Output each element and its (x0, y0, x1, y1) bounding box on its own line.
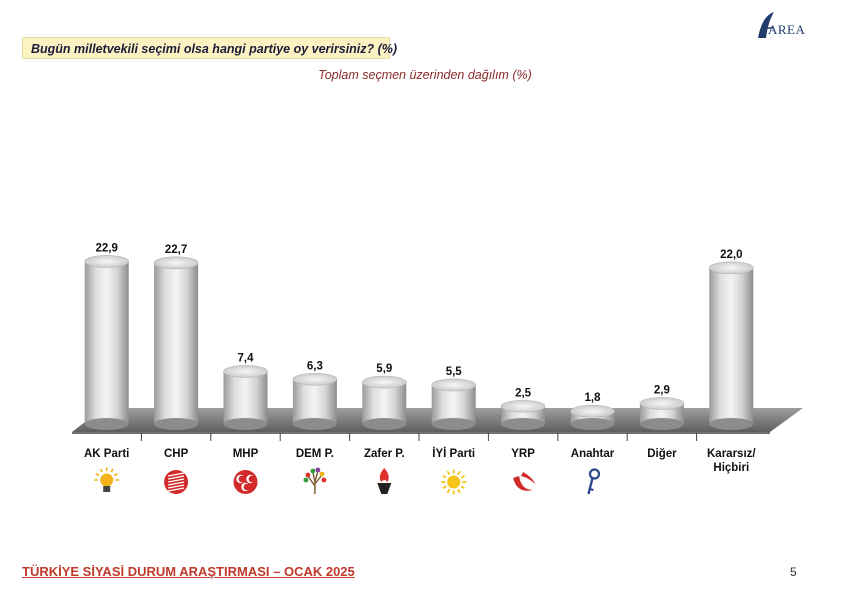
value-label: 6,3 (307, 360, 323, 372)
value-label: 1,8 (585, 392, 602, 404)
bar-base (639, 418, 684, 430)
bar-base (362, 418, 407, 430)
value-label: 22,7 (165, 244, 187, 256)
crescent-icon (513, 472, 536, 491)
value-label: 22,0 (720, 249, 742, 261)
bar-body (84, 261, 129, 424)
bar-top (500, 399, 546, 413)
value-label: 5,5 (446, 366, 463, 378)
six-arrows-icon (164, 470, 189, 494)
bar-body (154, 262, 199, 424)
page-number: 5 (790, 565, 797, 579)
bar-body (292, 379, 337, 424)
bar (708, 261, 754, 430)
category-label: Diğer (647, 448, 677, 460)
bar-top (431, 378, 477, 392)
survey-question: Bugün milletvekili seçimi olsa hangi par… (22, 37, 397, 59)
lightbulb-icon (94, 467, 120, 492)
bar-top (84, 255, 129, 268)
category-label: AK Parti (84, 448, 129, 460)
category-label: YRP (511, 448, 535, 460)
torch-icon (377, 468, 392, 494)
three-crescents-icon (233, 470, 258, 494)
sun-icon (441, 469, 467, 495)
bar (223, 365, 268, 430)
value-label: 5,9 (376, 363, 392, 375)
area-logo-icon (758, 12, 774, 38)
bar-base (84, 418, 129, 430)
bar (431, 378, 477, 430)
category-label: Zafer P. (364, 448, 405, 460)
bar-body (223, 371, 268, 424)
value-label: 7,4 (238, 352, 255, 364)
bar-top (708, 261, 754, 275)
bar (570, 404, 615, 430)
category-label: İYİ Parti (432, 447, 475, 460)
bar-top (153, 256, 199, 270)
bar-top (639, 397, 685, 410)
category-label: Kararsız/Hiçbiri (707, 448, 756, 474)
bar-base (154, 418, 199, 430)
bar (639, 397, 685, 430)
bar (292, 372, 338, 430)
bar (153, 256, 199, 430)
bar-body (709, 267, 754, 424)
value-label: 2,5 (515, 387, 532, 399)
category-label: CHP (164, 448, 189, 460)
category-label: DEM P. (296, 448, 334, 460)
footer-title: TÜRKİYE SİYASİ DURUM ARAŞTIRMASI – OCAK … (22, 564, 355, 579)
bar-base (501, 418, 546, 430)
value-label: 22,9 (96, 242, 118, 254)
bar-base (292, 418, 337, 430)
value-label: 2,9 (654, 384, 670, 396)
bar-base (570, 418, 615, 430)
chart-subtitle: Toplam seçmen üzerinden dağılım (%) (318, 68, 532, 82)
bar (361, 375, 407, 430)
category-label: MHP (233, 448, 259, 460)
bar-base (709, 418, 754, 430)
bar-body (431, 384, 476, 424)
bar-base (431, 418, 476, 430)
bar-chart: 22,9 AK Parti 22,7 CHP 7,4 MHP 6,3 DEM P. 5,9 Zaf… (72, 242, 803, 495)
tree-icon (303, 467, 327, 494)
logo-text: AREA (768, 22, 806, 37)
category-label: Anahtar (571, 448, 615, 460)
bar-top (292, 372, 338, 386)
bar-body (362, 382, 407, 424)
bar-base (223, 418, 268, 430)
bar-top (361, 375, 407, 389)
bar-top (223, 365, 268, 378)
bar-top (570, 404, 615, 418)
bar (500, 399, 546, 430)
key-icon (587, 468, 601, 495)
bar (84, 255, 129, 430)
